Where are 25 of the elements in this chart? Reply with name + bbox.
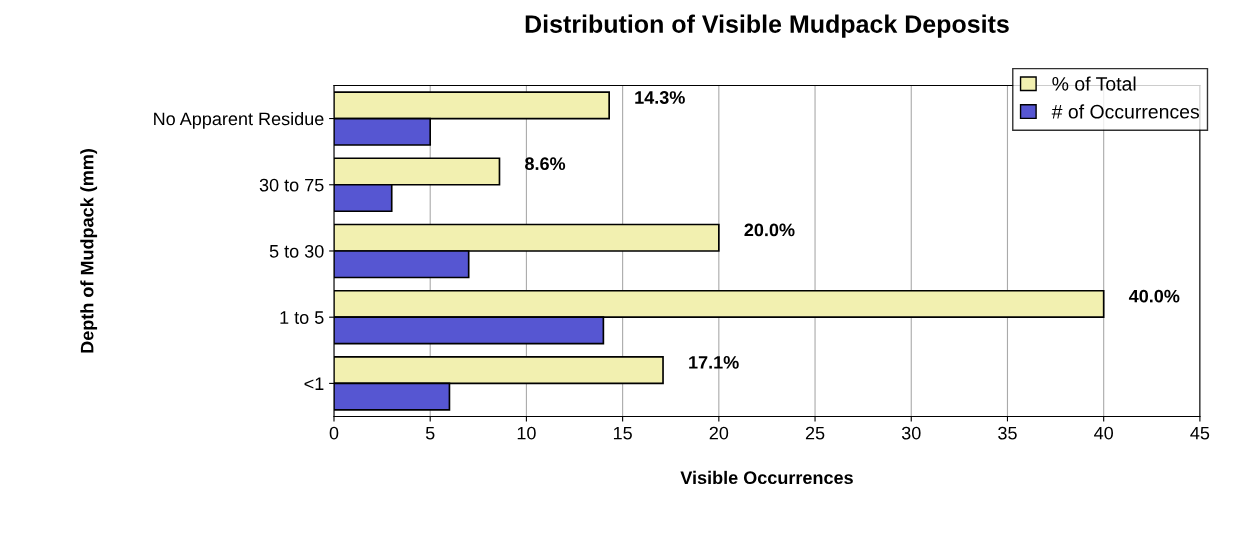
x-tick-label: 45 <box>1190 426 1210 440</box>
x-tick-label: 30 <box>901 426 921 440</box>
y-tick-label: 30 to 75 <box>259 178 324 192</box>
y-axis-title: Depth of Mudpack (mm) <box>80 149 98 353</box>
data-label: 8.6% <box>525 157 566 171</box>
x-tick-label: 15 <box>613 426 632 440</box>
y-tick-label: <1 <box>304 377 324 390</box>
x-tick-label: 20 <box>709 426 729 440</box>
data-label: 40.0% <box>1128 289 1180 303</box>
x-tick-label: 5 <box>425 426 435 440</box>
x-tick-label: 35 <box>998 426 1017 440</box>
x-tick-label: 25 <box>805 426 825 440</box>
x-tick-label: 40 <box>1094 426 1114 440</box>
chart-title: Distribution of Visible Mudpack Deposits <box>525 14 1009 38</box>
data-label: 17.1% <box>689 355 739 369</box>
x-axis-title: Visible Occurrences <box>680 470 853 485</box>
legend-label: % of Total <box>1052 76 1136 91</box>
data-label: 14.3% <box>635 91 685 104</box>
x-tick-label: 10 <box>517 426 536 440</box>
x-tick-label: 0 <box>329 426 339 440</box>
y-tick-label: 5 to 30 <box>269 244 324 258</box>
data-label: 20.0% <box>744 223 795 237</box>
legend-label: # of Occurrences <box>1051 104 1200 119</box>
y-tick-label: 1 to 5 <box>280 311 324 324</box>
y-tick-label: No Apparent Residue <box>154 112 324 129</box>
